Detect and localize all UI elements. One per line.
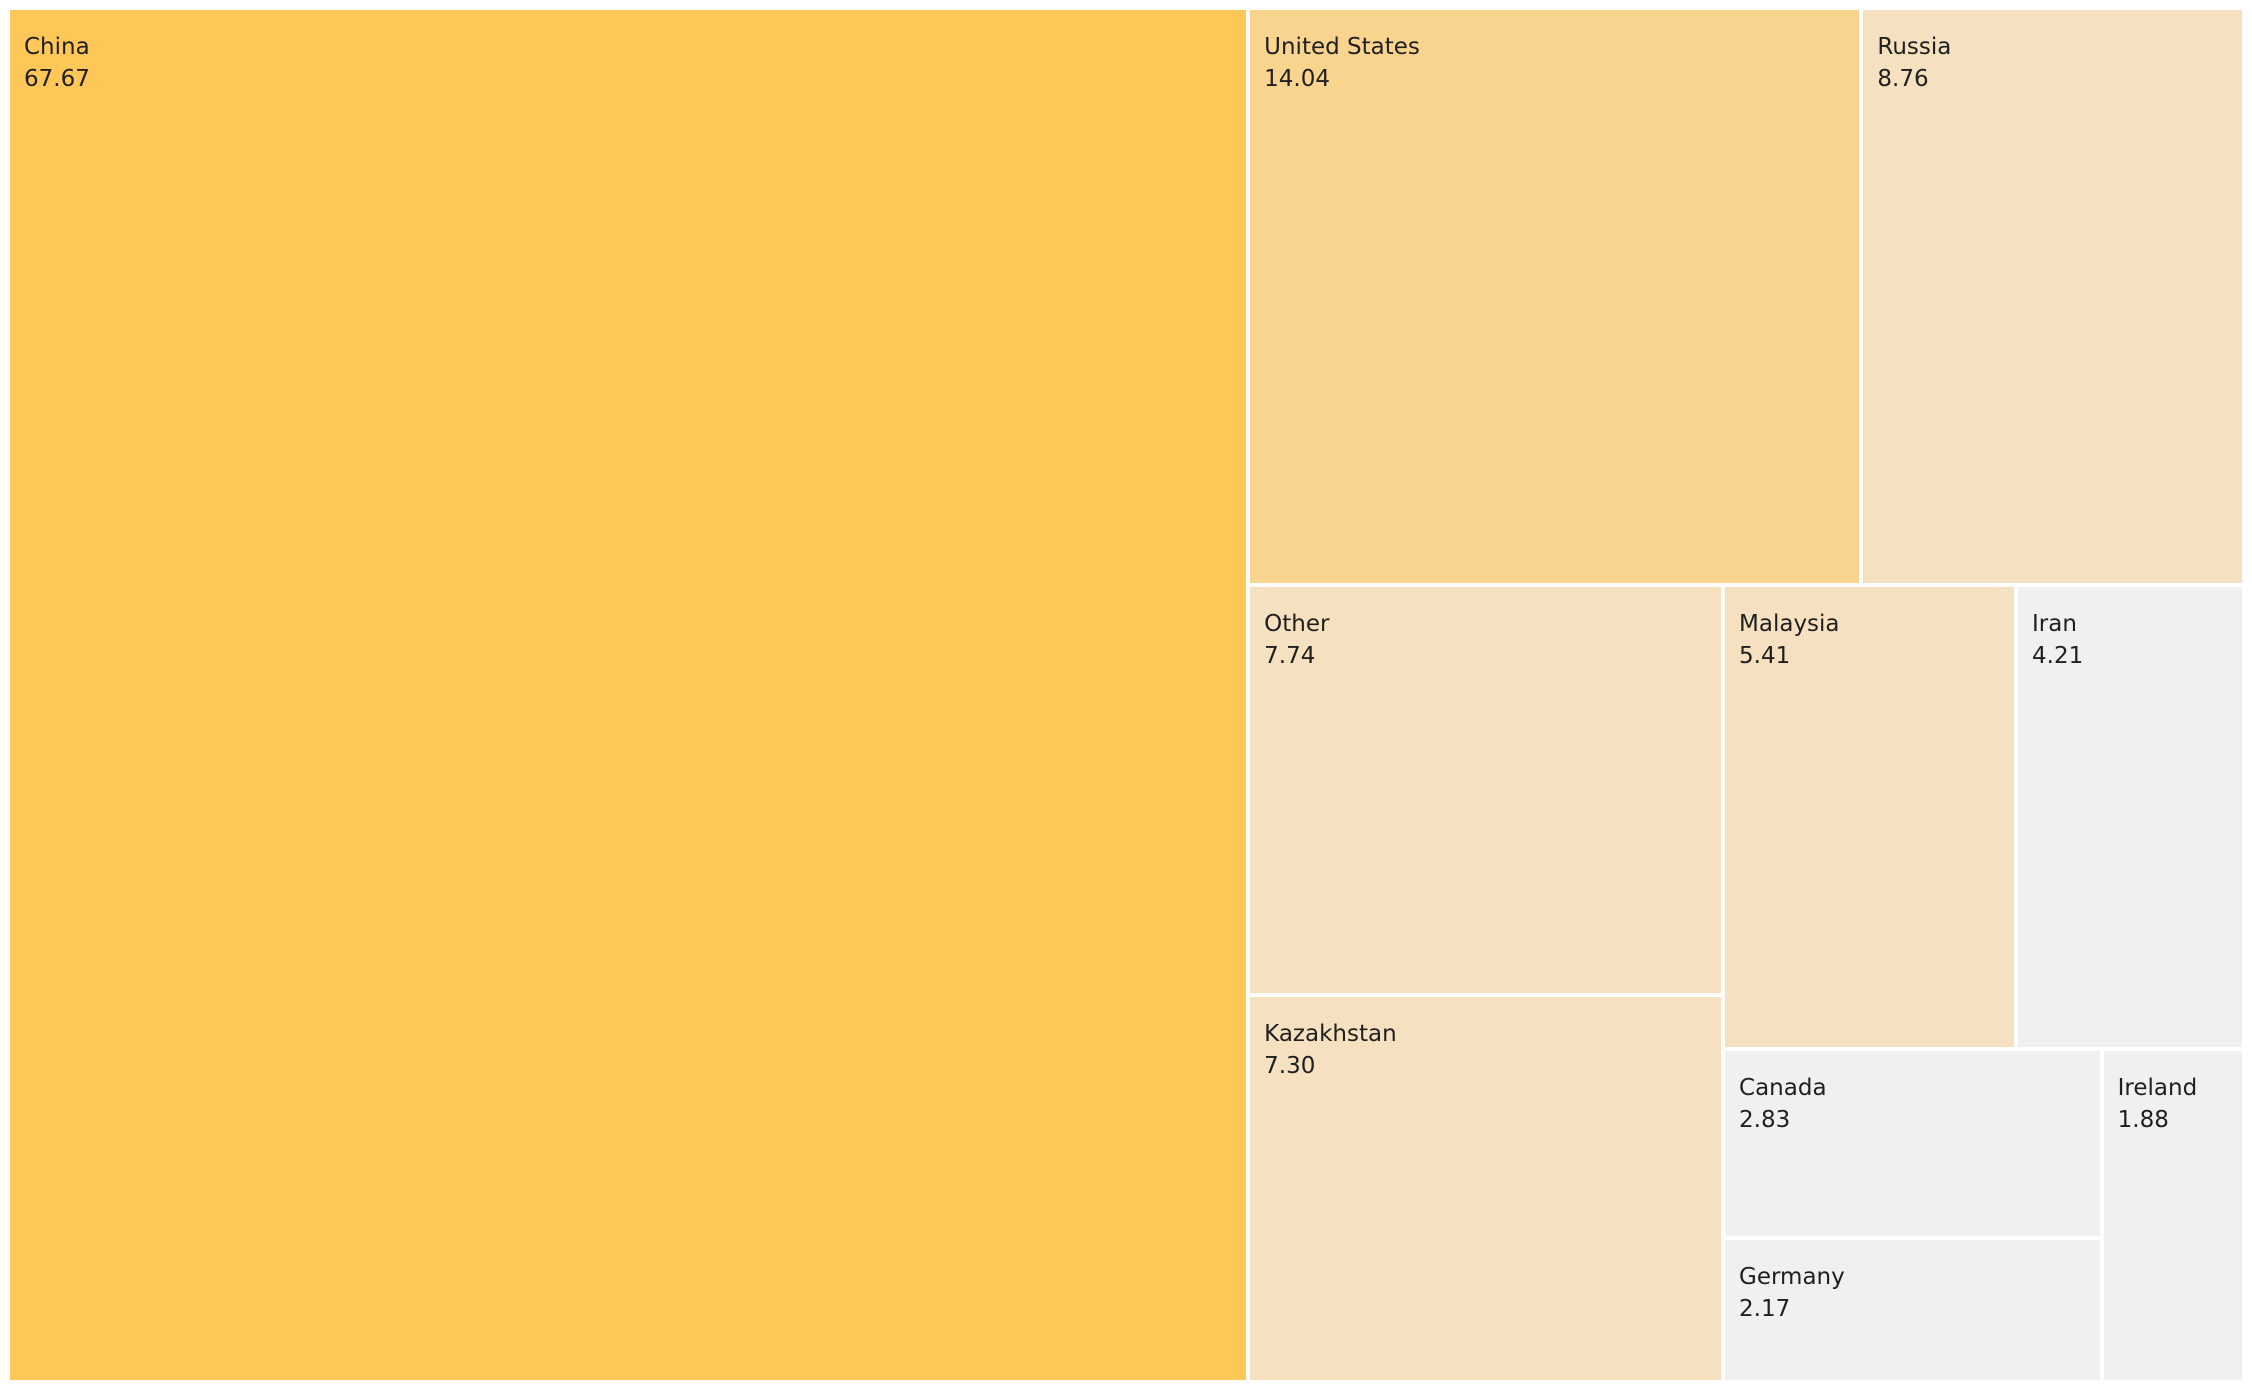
tile-china: China 67.67 — [8, 8, 1249, 1382]
tile-value: 14.04 — [1264, 66, 1330, 92]
tile-value: 1.88 — [2117, 1107, 2169, 1134]
tile-germany: Germany 2.17 — [1723, 1237, 2102, 1382]
tile-label: Canada — [1739, 1075, 1827, 1102]
tile-label: United States — [1264, 34, 1420, 60]
tile-value: 67.67 — [24, 66, 90, 92]
tile-kazakhstan: Kazakhstan 7.30 — [1248, 994, 1724, 1382]
tile-malaysia: Malaysia 5.41 — [1723, 584, 2016, 1050]
tile-canada: Canada 2.83 — [1723, 1049, 2102, 1238]
tile-russia: Russia 8.76 — [1861, 8, 2244, 585]
tile-value: 7.74 — [1264, 642, 1316, 669]
tile-value: 4.21 — [2032, 642, 2084, 669]
tile-other: Other 7.74 — [1248, 584, 1724, 995]
tile-label: Iran — [2032, 610, 2077, 637]
tile-label: Russia — [1877, 34, 1952, 60]
tile-iran: Iran 4.21 — [2016, 584, 2244, 1050]
tile-united-states: United States 14.04 — [1248, 8, 1862, 585]
tile-label: Germany — [1739, 1263, 1845, 1290]
tile-value: 2.17 — [1739, 1295, 1791, 1322]
tile-value: 8.76 — [1877, 66, 1929, 92]
tile-label: Other — [1264, 610, 1330, 637]
tile-label: Kazakhstan — [1264, 1020, 1397, 1047]
tile-label: Malaysia — [1739, 610, 1840, 637]
tile-label: Ireland — [2117, 1075, 2198, 1102]
tile-label: China — [24, 34, 90, 60]
tile-ireland: Ireland 1.88 — [2101, 1049, 2244, 1382]
tile-value: 5.41 — [1739, 642, 1791, 669]
tile-value: 2.83 — [1739, 1107, 1791, 1134]
tile-value: 7.30 — [1264, 1052, 1316, 1079]
